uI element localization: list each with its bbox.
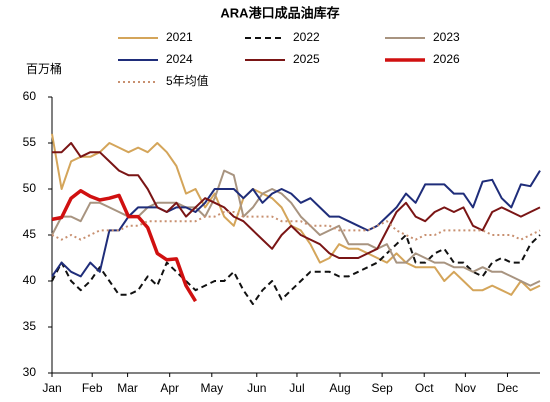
x-tick-label: Dec [497, 381, 518, 395]
x-tick-label: Jul [289, 381, 304, 395]
y-tick-label: 50 [23, 181, 37, 195]
series-line [52, 142, 541, 259]
x-tick-label: Nov [455, 381, 476, 395]
x-tick-label: Sep [371, 381, 393, 395]
series-line [51, 170, 541, 278]
series-line [51, 234, 541, 305]
legend-label: 5年均值 [166, 73, 209, 88]
y-tick-label: 55 [23, 135, 37, 149]
x-tick-label: Feb [82, 381, 103, 395]
legend-label: 2026 [433, 52, 460, 66]
chart-title: ARA港口成品油库存 [220, 5, 339, 20]
series-line [51, 211, 541, 241]
x-tick-label: Mar [117, 381, 138, 395]
y-axis-label: 百万桶 [26, 61, 62, 76]
y-tick-label: 30 [23, 365, 37, 379]
x-tick-label: Oct [415, 381, 434, 395]
x-tick-label: Aug [329, 381, 350, 395]
y-tick-label: 35 [23, 319, 37, 333]
x-tick-label: Jun [247, 381, 266, 395]
legend-label: 2023 [433, 30, 460, 44]
legend-label: 2021 [166, 30, 193, 44]
x-tick-label: Apr [160, 381, 179, 395]
x-tick-label: Jan [42, 381, 61, 395]
series-line [51, 189, 197, 303]
series-line [51, 133, 541, 296]
legend-label: 2025 [293, 52, 320, 66]
y-tick-label: 60 [23, 89, 37, 103]
legend-label: 2024 [166, 52, 193, 66]
legend-label: 2022 [293, 30, 320, 44]
y-tick-label: 45 [23, 227, 37, 241]
x-tick-label: May [200, 381, 223, 395]
y-tick-label: 40 [23, 273, 37, 287]
